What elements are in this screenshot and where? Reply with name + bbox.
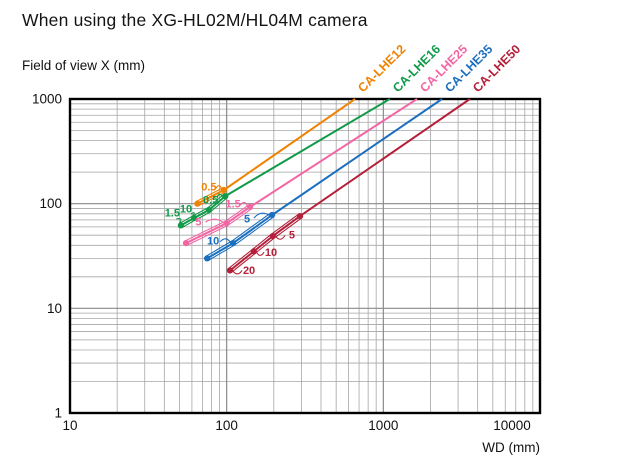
data-point-marker bbox=[223, 220, 230, 227]
ring-label: 0.5 bbox=[203, 195, 218, 207]
series-CA-LHE25: 51.5 bbox=[182, 98, 418, 247]
series-CA-LHE16: 1.5 100.5 bbox=[165, 98, 391, 229]
ring-label-leader bbox=[274, 235, 286, 240]
data-point-marker bbox=[194, 200, 201, 207]
x-tick-label: 1000 bbox=[368, 418, 398, 433]
y-tick-label: 1 bbox=[54, 406, 62, 421]
ring-loop bbox=[224, 204, 252, 226]
y-tick-label: 1000 bbox=[32, 92, 62, 107]
ring-label-leader bbox=[255, 251, 265, 256]
x-tick-labels: 10 100 1000 10000 bbox=[62, 418, 530, 433]
ring-loop bbox=[270, 213, 303, 239]
series-line bbox=[206, 98, 443, 260]
y-tick-label: 100 bbox=[39, 196, 62, 211]
series-line bbox=[185, 98, 418, 244]
data-point-marker bbox=[203, 255, 211, 262]
y-tick-labels: 1000 100 10 1 bbox=[32, 92, 62, 421]
page-title: When using the XG-HL02M/HL04M camera bbox=[22, 10, 368, 30]
data-point-marker bbox=[205, 206, 212, 214]
data-point-marker bbox=[269, 232, 276, 240]
series-CA-LHE50: 20 10 5 bbox=[226, 98, 471, 277]
ring-loop bbox=[184, 220, 229, 246]
x-tick-label: 100 bbox=[215, 418, 238, 433]
data-point-marker bbox=[230, 239, 237, 247]
ring-label: 10 bbox=[180, 203, 192, 215]
y-tick-label: 10 bbox=[47, 301, 62, 316]
x-tick-label: 10000 bbox=[493, 418, 531, 433]
data-point-marker bbox=[226, 267, 234, 274]
ring-loop bbox=[227, 248, 256, 273]
x-tick-label: 10 bbox=[62, 418, 77, 433]
grid-major bbox=[70, 99, 540, 413]
ring-label: 5 bbox=[195, 216, 201, 228]
ring-loop bbox=[251, 233, 275, 254]
ring-label: 10 bbox=[207, 235, 219, 247]
data-point-marker bbox=[250, 248, 257, 255]
ring-label: 0.5 bbox=[201, 182, 216, 194]
ring-loop bbox=[231, 212, 275, 246]
ring-label: 20 bbox=[243, 265, 255, 277]
plot-border bbox=[68, 97, 542, 415]
data-point-marker bbox=[182, 239, 190, 247]
data-point-marker bbox=[220, 186, 227, 194]
data-point-marker bbox=[269, 211, 276, 219]
series-CA-LHE35: 10 5 bbox=[203, 98, 443, 262]
y-axis-title: Field of view X (mm) bbox=[22, 58, 146, 73]
data-point-marker bbox=[222, 193, 229, 200]
data-point-marker bbox=[246, 203, 254, 211]
series-CA-LHE12: 0.5 bbox=[194, 98, 356, 207]
grid-minor bbox=[70, 99, 540, 413]
ring-label-leader bbox=[253, 212, 270, 219]
ring-label-leader bbox=[232, 270, 243, 275]
ring-label-leader bbox=[205, 218, 225, 224]
data-point-marker bbox=[191, 214, 198, 222]
ring-label: 10 bbox=[265, 247, 277, 259]
ring-label: 1.5 bbox=[226, 199, 241, 211]
data-point-marker bbox=[296, 213, 304, 220]
ring-loop bbox=[192, 207, 211, 221]
ring-loop bbox=[206, 193, 228, 213]
ring-label-leader bbox=[219, 238, 232, 244]
ring-loop bbox=[205, 240, 235, 262]
ring-label-leader bbox=[176, 218, 182, 224]
data-point-marker bbox=[177, 222, 184, 229]
ring-label: 1.5 bbox=[165, 208, 180, 220]
ring-label-leader bbox=[216, 193, 224, 199]
x-axis-title: WD (mm) bbox=[482, 440, 540, 455]
ring-label-leader bbox=[239, 201, 249, 207]
ring-loop bbox=[179, 215, 196, 229]
ring-label: 5 bbox=[289, 230, 295, 242]
ring-label: 5 bbox=[244, 214, 250, 226]
ring-label-leader bbox=[215, 185, 222, 190]
